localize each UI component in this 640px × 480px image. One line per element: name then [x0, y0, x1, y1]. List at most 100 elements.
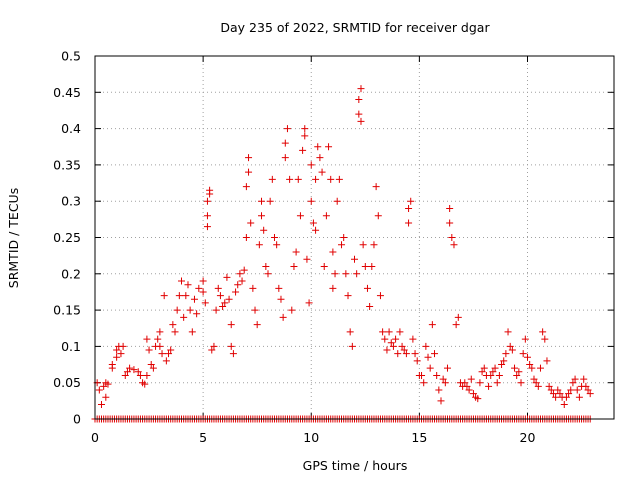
y-tick-label: 0.2: [61, 266, 81, 281]
data-point: [437, 397, 445, 405]
data-point: [273, 241, 281, 249]
data-point: [156, 342, 164, 350]
data-point: [454, 313, 462, 321]
data-point: [521, 335, 529, 343]
data-point: [193, 310, 201, 318]
data-point: [340, 234, 348, 241]
y-tick-label: 0.15: [53, 303, 81, 318]
data-point: [160, 292, 168, 300]
data-point: [288, 306, 296, 314]
data-point: [113, 353, 121, 361]
data-point: [541, 335, 549, 343]
data-point: [203, 212, 211, 220]
data-point: [569, 379, 577, 387]
data-point: [504, 328, 512, 336]
data-point: [515, 368, 523, 376]
data-point: [312, 226, 320, 234]
x-tick-label: 0: [91, 430, 99, 445]
data-point: [301, 132, 309, 140]
data-point: [506, 342, 514, 350]
data-point: [123, 368, 131, 376]
data-point: [208, 346, 216, 354]
data-point: [236, 270, 244, 278]
data-point: [554, 386, 562, 394]
data-point: [452, 321, 460, 329]
data-point: [162, 357, 170, 365]
data-point: [286, 175, 294, 183]
data-point: [266, 197, 274, 205]
y-tick-label: 0.05: [53, 375, 81, 390]
data-point: [580, 375, 588, 383]
data-point: [320, 263, 328, 271]
plot-frame: [94, 55, 615, 420]
data-point: [104, 380, 112, 388]
data-point: [379, 328, 387, 336]
data-point: [545, 382, 553, 390]
data-point: [366, 302, 374, 310]
data-point: [307, 197, 315, 205]
data-point: [281, 154, 289, 162]
data-point: [582, 382, 590, 390]
data-point: [264, 270, 272, 278]
data-point: [210, 342, 218, 350]
data-point: [431, 350, 439, 358]
data-point: [562, 393, 570, 401]
y-tick-label: 0: [73, 412, 81, 427]
data-point: [383, 346, 391, 354]
data-point: [467, 375, 475, 383]
data-point: [536, 364, 544, 372]
data-point: [524, 353, 531, 361]
data-point: [359, 241, 367, 249]
data-point: [508, 346, 516, 354]
data-point: [418, 371, 426, 379]
data-point: [547, 386, 555, 394]
data-point: [534, 382, 542, 390]
data-point: [234, 281, 242, 289]
chart-title: Day 235 of 2022, SRMTID for receiver dga…: [220, 20, 490, 35]
data-point: [258, 212, 266, 220]
y-axis-label: SRMTID / TECUs: [6, 188, 21, 288]
data-point: [245, 168, 253, 176]
data-point: [539, 328, 547, 336]
data-point: [262, 263, 270, 271]
data-point: [227, 342, 235, 350]
data-point: [357, 117, 365, 125]
grid-lines: [95, 56, 614, 419]
data-point: [465, 386, 473, 394]
data-point: [258, 197, 266, 205]
data-point: [303, 255, 311, 263]
x-axis-label: GPS time / hours: [303, 458, 408, 473]
data-point: [143, 371, 151, 379]
data-point: [316, 154, 324, 162]
data-point: [165, 350, 173, 358]
data-point: [584, 386, 592, 394]
data-point: [156, 328, 164, 336]
data-point: [307, 161, 315, 169]
data-point: [203, 197, 211, 205]
data-point: [402, 350, 410, 358]
data-point: [201, 299, 209, 307]
data-point: [407, 197, 415, 205]
data-point: [203, 223, 211, 231]
data-point: [173, 306, 181, 314]
data-point: [240, 266, 248, 274]
data-point: [370, 241, 378, 249]
data-point: [329, 248, 337, 256]
data-point: [543, 357, 551, 365]
data-point: [102, 393, 110, 401]
data-point: [381, 335, 389, 343]
data-point: [491, 364, 499, 372]
data-point: [113, 346, 121, 354]
data-point: [309, 219, 317, 227]
data-point: [171, 328, 179, 336]
y-tick-label: 0.35: [53, 157, 81, 172]
data-point: [573, 386, 581, 394]
data-point: [368, 263, 376, 271]
data-point: [500, 357, 508, 365]
x-tick-label: 15: [411, 430, 427, 445]
data-point: [389, 342, 397, 350]
data-point: [121, 371, 129, 379]
data-point: [409, 335, 417, 343]
data-point: [353, 270, 361, 278]
